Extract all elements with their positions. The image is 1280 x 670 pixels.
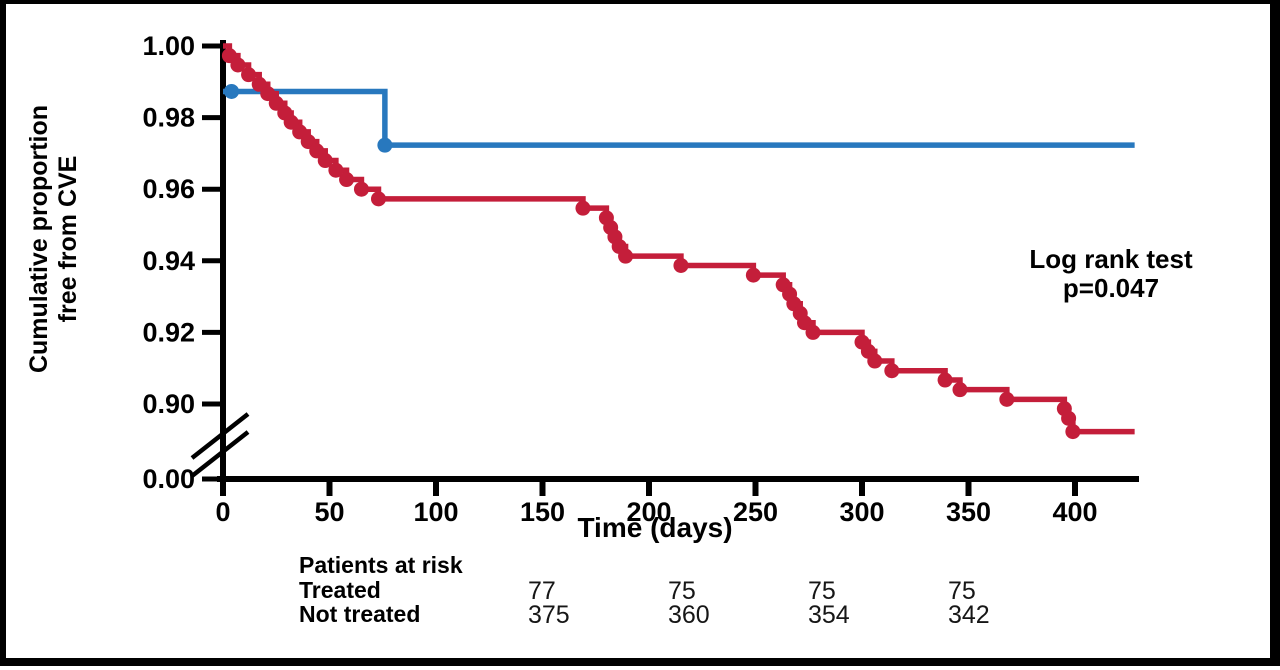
y-tick-label: 0.90 [142, 389, 195, 419]
y-tick-label: 0.92 [142, 317, 195, 347]
x-tick-label: 100 [413, 497, 458, 527]
survival-curves [221, 43, 1135, 440]
event-marker-not-treated [268, 95, 284, 111]
y-tick-label: 0.94 [142, 246, 195, 276]
risk-value-treated-1: 75 [668, 577, 696, 605]
event-marker-not-treated [370, 191, 386, 207]
event-marker-not-treated [283, 114, 299, 130]
event-marker-not-treated [867, 353, 883, 369]
y-tick-label: 0.96 [142, 174, 195, 204]
survival-curve-not-treated [223, 43, 1135, 435]
event-marker-not-treated [575, 200, 591, 216]
x-tick-label: 350 [946, 497, 991, 527]
event-marker-not-treated [1065, 424, 1081, 440]
event-marker-treated [377, 137, 393, 153]
km-chart-svg: 1.00 0.98 0.96 0.94 0.92 0.90 0.00 0 50 100 150 200… [142, 31, 1139, 527]
x-tick-label: 0 [215, 497, 230, 527]
event-marker-not-treated [999, 391, 1015, 407]
risk-value-not-treated-2: 354 [808, 601, 850, 629]
event-marker-not-treated [937, 372, 953, 388]
risk-value-treated-3: 75 [948, 577, 976, 605]
event-marker-not-treated [673, 257, 689, 273]
event-marker-not-treated [1061, 410, 1077, 426]
risk-value-treated-2: 75 [808, 577, 836, 605]
x-tick-label: 400 [1052, 497, 1097, 527]
risk-value-treated-0: 77 [528, 577, 556, 605]
y-axis-title-line2: free from CVE [54, 155, 82, 323]
risk-value-not-treated-3: 342 [948, 601, 990, 629]
y-axis-title: Cumulative proportion free from CVE [25, 89, 83, 389]
risk-row-label-not-treated: Not treated [299, 601, 421, 627]
risk-value-not-treated-1: 360 [668, 601, 710, 629]
survival-curve-treated [223, 88, 1135, 148]
risk-value-not-treated-0: 375 [528, 601, 570, 629]
event-marker-not-treated [745, 267, 761, 283]
axis-break-slash [190, 430, 250, 478]
p-value-label: p=0.047 [1062, 273, 1160, 303]
x-tick-label: 50 [314, 497, 344, 527]
event-marker-treated [224, 83, 240, 99]
y-tick-label: 1.00 [142, 31, 195, 61]
axes: 1.00 0.98 0.96 0.94 0.92 0.90 0.00 0 50 100 150 200… [142, 31, 1139, 527]
event-marker-not-treated [884, 363, 900, 379]
x-axis-title: Time (days) [577, 512, 733, 543]
event-marker-not-treated [339, 172, 355, 188]
log-rank-annotation: Log rank test p=0.047 [991, 245, 1231, 303]
risk-table-title: Patients at risk [299, 552, 463, 578]
event-marker-not-treated [796, 315, 812, 331]
x-tick-label: 150 [520, 497, 565, 527]
event-marker-not-treated [805, 324, 821, 340]
axis-break-slash [190, 412, 250, 460]
log-rank-test-label: Log rank test [1029, 244, 1193, 274]
x-tick-label: 200 [626, 497, 671, 527]
y-axis-title-line1: Cumulative proportion [25, 104, 53, 374]
event-marker-not-treated [230, 57, 246, 73]
event-marker-not-treated [952, 382, 968, 398]
risk-row-label-treated: Treated [299, 577, 381, 603]
event-marker-not-treated [618, 248, 634, 264]
y-tick-label: 0.98 [142, 103, 195, 133]
event-marker-not-treated [309, 143, 325, 159]
event-marker-not-treated [292, 124, 308, 140]
event-marker-not-treated [317, 153, 333, 169]
event-marker-not-treated [241, 67, 257, 83]
event-marker-not-treated [353, 181, 369, 197]
event-marker-not-treated [328, 162, 344, 178]
x-tick-label: 250 [733, 497, 778, 527]
event-marker-not-treated [260, 86, 276, 102]
y-tick-label: 0.00 [142, 464, 195, 494]
x-tick-label: 300 [839, 497, 884, 527]
